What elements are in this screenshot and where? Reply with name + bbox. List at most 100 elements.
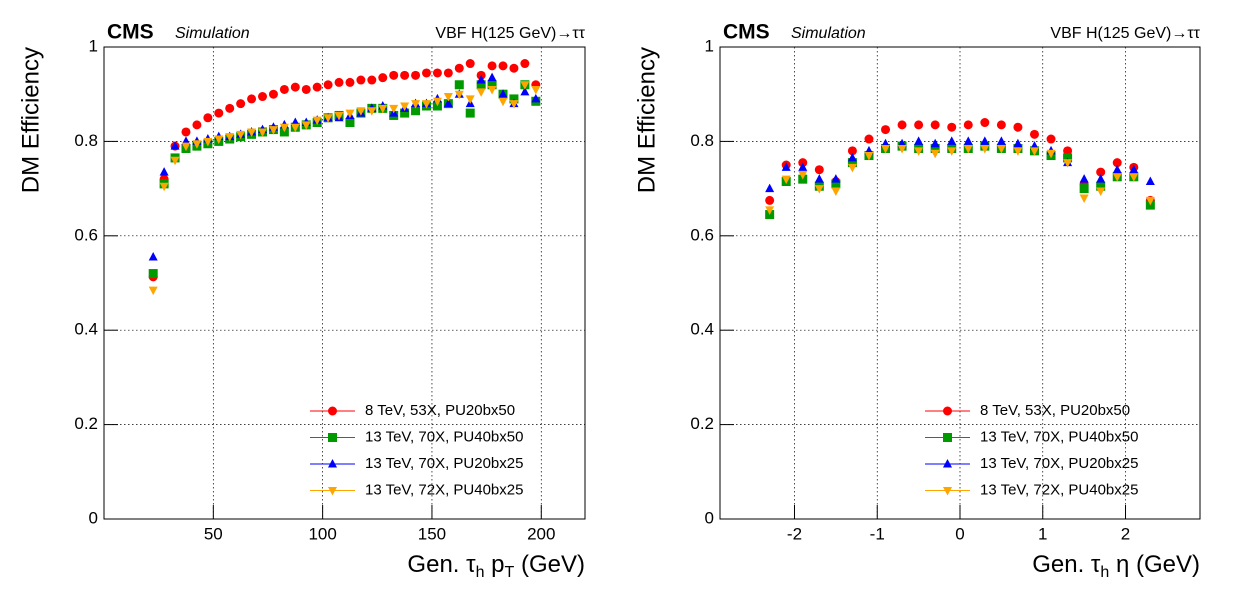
- status: Simulation: [175, 25, 250, 42]
- point: [847, 163, 857, 173]
- point: [301, 84, 311, 94]
- point: [914, 147, 924, 156]
- point: [520, 86, 530, 96]
- legend-label: 13 TeV, 70X, PU40bx50: [365, 428, 523, 445]
- point: [1046, 134, 1056, 144]
- point: [443, 68, 453, 78]
- x-tick-label: 0: [955, 524, 964, 543]
- point: [498, 61, 508, 71]
- point: [487, 80, 497, 90]
- point: [400, 102, 410, 111]
- point: [389, 104, 399, 114]
- series: [148, 72, 541, 261]
- legend-marker: [943, 406, 952, 416]
- point: [1013, 147, 1023, 156]
- point: [367, 107, 377, 116]
- point: [247, 94, 257, 104]
- point: [170, 141, 180, 150]
- point: [881, 144, 891, 154]
- point: [465, 59, 475, 69]
- point: [432, 97, 442, 107]
- legend-marker: [328, 459, 337, 468]
- point: [781, 162, 791, 171]
- x-tick-label: -1: [870, 524, 885, 543]
- point: [1096, 174, 1106, 183]
- status: Simulation: [791, 25, 866, 42]
- point: [814, 174, 824, 183]
- point: [963, 120, 973, 130]
- legend-marker: [328, 406, 337, 416]
- series: [148, 81, 541, 296]
- y-tick-label: 0.6: [690, 225, 714, 244]
- point: [847, 158, 857, 168]
- point: [814, 185, 824, 194]
- point: [1079, 184, 1089, 194]
- point: [847, 146, 857, 156]
- point: [345, 109, 355, 119]
- point: [531, 85, 541, 95]
- experiment: CMS: [723, 21, 770, 44]
- point: [367, 75, 377, 85]
- point: [181, 142, 191, 152]
- point: [1046, 149, 1056, 159]
- panel: CMS Simulation VBF H(125 GeV)→ττ 0 0.2 0.4 0.6…: [17, 21, 585, 582]
- point: [432, 68, 442, 78]
- x-axis-label-part: T: [505, 564, 515, 581]
- legend-label: 13 TeV, 72X, PU40bx25: [365, 481, 523, 498]
- point: [356, 75, 366, 85]
- point: [1145, 176, 1155, 186]
- point: [1112, 173, 1122, 182]
- point: [454, 80, 464, 90]
- point: [980, 136, 990, 145]
- point: [980, 118, 990, 128]
- point: [1129, 173, 1139, 182]
- x-tick-label: 150: [418, 524, 446, 543]
- point: [520, 81, 530, 90]
- point: [476, 80, 486, 90]
- point: [411, 70, 421, 80]
- x-axis-label-part: η (GeV): [1109, 551, 1200, 578]
- point: [279, 84, 289, 94]
- point: [170, 156, 180, 166]
- point: [214, 135, 224, 145]
- point: [1013, 122, 1023, 132]
- point: [454, 90, 464, 100]
- point: [334, 111, 344, 121]
- process: VBF H(125 GeV)→ττ: [1050, 25, 1200, 42]
- y-tick-label: 0.2: [74, 414, 98, 433]
- y-axis-label: DM Efficiency: [17, 47, 44, 193]
- legend-label: 8 TeV, 53X, PU20bx50: [980, 402, 1130, 419]
- x-tick-label: -2: [787, 524, 802, 543]
- point: [279, 123, 289, 133]
- point: [930, 138, 940, 148]
- point: [400, 70, 410, 80]
- point: [378, 104, 388, 114]
- point: [225, 133, 235, 142]
- point: [443, 93, 453, 102]
- point: [798, 162, 808, 171]
- point: [765, 183, 775, 193]
- point: [411, 100, 421, 109]
- point: [996, 144, 1006, 154]
- point: [487, 85, 497, 95]
- point: [831, 174, 841, 183]
- point: [476, 75, 486, 84]
- point: [781, 175, 791, 185]
- point: [389, 70, 399, 80]
- y-tick-label: 0.8: [690, 131, 714, 150]
- point: [947, 122, 957, 132]
- point: [520, 59, 530, 69]
- point: [881, 125, 891, 135]
- point: [864, 134, 874, 144]
- point: [509, 100, 519, 109]
- point: [323, 80, 333, 90]
- x-tick-label: 50: [204, 524, 223, 543]
- legend-marker: [943, 433, 952, 442]
- point: [148, 252, 158, 261]
- point: [1096, 167, 1106, 177]
- point: [1079, 194, 1089, 204]
- point: [148, 269, 158, 279]
- y-tick-label: 0.2: [690, 414, 714, 433]
- y-tick-label: 0: [705, 508, 714, 527]
- point: [765, 195, 775, 205]
